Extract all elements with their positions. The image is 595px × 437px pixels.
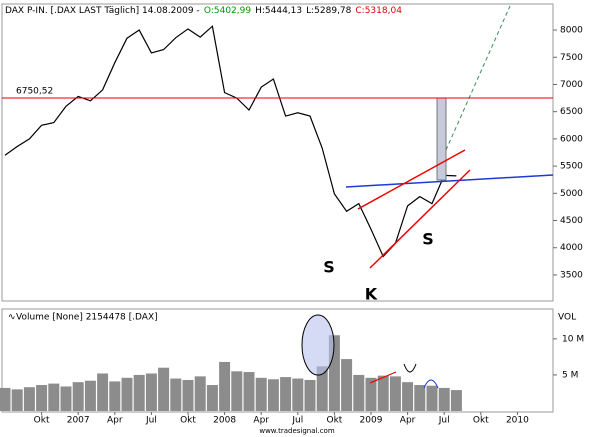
x-tick-label: 2008 <box>213 416 236 426</box>
x-tick-label: Okt <box>34 416 50 426</box>
volume-bar <box>231 371 243 411</box>
volume-bar <box>389 376 401 411</box>
channel-lower <box>369 169 471 269</box>
y-tick-label: 8000 <box>560 26 583 36</box>
title-part: DAX P-IN. [.DAX LAST Täglich] 14.08.2009… <box>5 6 200 16</box>
marks <box>0 25 462 411</box>
x-tick-label: Okt <box>180 416 196 426</box>
volume-trend <box>369 371 397 384</box>
volume-bar <box>414 385 426 411</box>
x-tick-label: Okt <box>326 416 342 426</box>
neckline <box>345 174 554 188</box>
volume-bar <box>60 386 72 411</box>
x-tick-label: 2010 <box>506 416 529 426</box>
x-tick-label: Apr <box>107 416 123 426</box>
y-tick-label: 5 M <box>562 370 578 380</box>
y-tick-label: 4000 <box>560 243 583 253</box>
volume-icon: ∿ <box>8 313 16 323</box>
volume-bar <box>328 335 340 411</box>
x-tick-label: Apr <box>400 416 416 426</box>
volume-arc <box>403 363 417 373</box>
volume-bar <box>182 379 194 411</box>
chart-title: DAX P-IN. [.DAX LAST Täglich] 14.08.2009… <box>5 6 402 16</box>
channel-upper <box>357 149 466 210</box>
volume-bar <box>84 380 96 411</box>
title-part: H:5444,13 <box>255 6 302 16</box>
y-tick-label: 6000 <box>560 134 583 144</box>
volume-bar <box>304 379 316 411</box>
volume-axis-label: VOL <box>558 313 576 323</box>
y-tick-label: 4500 <box>560 216 583 226</box>
volume-bar <box>402 382 414 411</box>
volume-bar <box>292 378 304 411</box>
volume-bar <box>365 377 377 411</box>
y-tick-label: 7500 <box>560 53 583 63</box>
volume-bar <box>280 377 292 411</box>
volume-bar <box>438 387 450 411</box>
volume-bar <box>97 373 109 411</box>
volume-bar <box>255 377 267 411</box>
y-tick-label: 10 M <box>562 334 584 344</box>
target-line <box>445 5 511 151</box>
volume-bar <box>145 373 157 411</box>
y-tick-label: 3500 <box>560 270 583 280</box>
volume-bar <box>219 361 231 411</box>
title-part: C:5318,04 <box>355 6 402 16</box>
x-tick-label: Jul <box>438 416 450 426</box>
volume-bar <box>11 389 23 411</box>
volume-bar <box>0 387 11 411</box>
x-tick-label: Jul <box>145 416 157 426</box>
volume-bar <box>243 372 255 411</box>
reference-label: 6750,52 <box>16 87 53 97</box>
highlight-bar <box>436 97 447 181</box>
volume-bar <box>109 381 121 411</box>
y-tick-label: 5500 <box>560 162 583 172</box>
volume-bar <box>72 382 84 411</box>
footer: www.tradesignal.com <box>259 427 334 435</box>
title-part: L:5289,78 <box>306 6 352 16</box>
volume-bar <box>353 374 365 411</box>
y-tick-label: 7000 <box>560 80 583 90</box>
volume-title: Volume [None] 2154478 [.DAX] <box>16 313 158 323</box>
volume-bar <box>133 374 145 411</box>
y-tick-label: 6500 <box>560 107 583 117</box>
x-tick-label: 2009 <box>360 416 383 426</box>
y-tick-label: 5000 <box>560 189 583 199</box>
volume-bar <box>158 367 170 411</box>
volume-bar <box>426 385 438 411</box>
price-panel <box>1 3 554 302</box>
volume-bar <box>36 385 48 411</box>
volume-bar <box>48 383 60 411</box>
x-tick-label: Okt <box>473 416 489 426</box>
title-part: O:5402,99 <box>204 6 251 16</box>
volume-highlight <box>301 314 335 376</box>
volume-bar <box>450 390 462 411</box>
pattern-label: S <box>422 230 434 249</box>
volume-bar <box>316 366 328 411</box>
price-line <box>4 25 457 258</box>
volume-bar <box>377 375 389 411</box>
volume-arc <box>423 379 439 389</box>
volume-bar <box>194 376 206 411</box>
title: DAX P-IN. [.DAX LAST Täglich] 14.08.2009… <box>5 6 402 16</box>
volume-bar <box>206 385 218 411</box>
volume-bar <box>341 359 353 411</box>
volume-bar <box>267 379 279 411</box>
x-tick-label: 2007 <box>67 416 90 426</box>
pattern-label: K <box>365 285 378 304</box>
volume-bar <box>170 378 182 411</box>
x-tick-label: Jul <box>291 416 303 426</box>
volume-bar <box>121 377 133 411</box>
volume-bar <box>23 387 35 411</box>
pattern-label: S <box>323 258 335 277</box>
x-tick-label: Apr <box>253 416 269 426</box>
